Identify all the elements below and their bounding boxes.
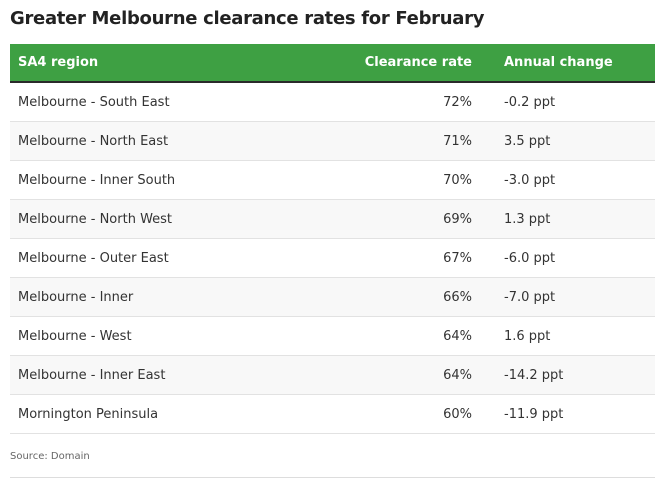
table-row: Melbourne - Inner 66% -7.0 ppt <box>10 277 655 317</box>
table-cell: 1.3 ppt <box>488 199 655 239</box>
table-body: Melbourne - South East 72% -0.2 ppt Melbour… <box>10 82 655 434</box>
table-cell: 72% <box>326 82 488 122</box>
table-cell: 64% <box>326 316 488 356</box>
column-header: Clearance rate <box>326 44 488 83</box>
table-cell: Melbourne - Inner <box>10 277 326 317</box>
table-cell: Melbourne - Outer East <box>10 238 326 278</box>
table-cell: 71% <box>326 121 488 161</box>
table-cell: 66% <box>326 277 488 317</box>
table-cell: Melbourne - Inner East <box>10 355 326 395</box>
table-cell: Melbourne - Inner South <box>10 160 326 200</box>
table-cell: 3.5 ppt <box>488 121 655 161</box>
table-cell: -0.2 ppt <box>488 82 655 122</box>
table-cell: Melbourne - West <box>10 316 326 356</box>
table-cell: 67% <box>326 238 488 278</box>
divider <box>10 477 655 478</box>
table-row: Melbourne - North West 69% 1.3 ppt <box>10 199 655 239</box>
title: Greater Melbourne clearance rates for Fe… <box>10 8 485 29</box>
table-row: Melbourne - Inner East 64% -14.2 ppt <box>10 355 655 395</box>
source: Source: Domain <box>10 451 90 462</box>
table-cell: -6.0 ppt <box>488 238 655 278</box>
table-cell: 60% <box>326 394 488 434</box>
table-row: Mornington Peninsula 60% -11.9 ppt <box>10 394 655 434</box>
table-cell: -14.2 ppt <box>488 355 655 395</box>
table-cell: Melbourne - North West <box>10 199 326 239</box>
table-cell: 69% <box>326 199 488 239</box>
table-cell: 1.6 ppt <box>488 316 655 356</box>
column-header: Annual change <box>488 44 655 83</box>
table-row: Melbourne - Inner South 70% -3.0 ppt <box>10 160 655 200</box>
table-cell: Melbourne - North East <box>10 121 326 161</box>
table-cell: -7.0 ppt <box>488 277 655 317</box>
table-cell: -11.9 ppt <box>488 394 655 434</box>
table-cell: 64% <box>326 355 488 395</box>
data-table: SA4 region Clearance rate Annual change Me… <box>10 44 655 434</box>
table-row: Melbourne - Outer East 67% -6.0 ppt <box>10 238 655 278</box>
column-header: SA4 region <box>10 44 326 83</box>
table-cell: -3.0 ppt <box>488 160 655 200</box>
table-cell: 70% <box>326 160 488 200</box>
table-cell: Melbourne - South East <box>10 82 326 122</box>
table-row: Melbourne - West 64% 1.6 ppt <box>10 316 655 356</box>
table-cell: Mornington Peninsula <box>10 394 326 434</box>
table-row: Melbourne - South East 72% -0.2 ppt <box>10 82 655 122</box>
header-row: SA4 region Clearance rate Annual change <box>10 44 655 83</box>
table-row: Melbourne - North East 71% 3.5 ppt <box>10 121 655 161</box>
